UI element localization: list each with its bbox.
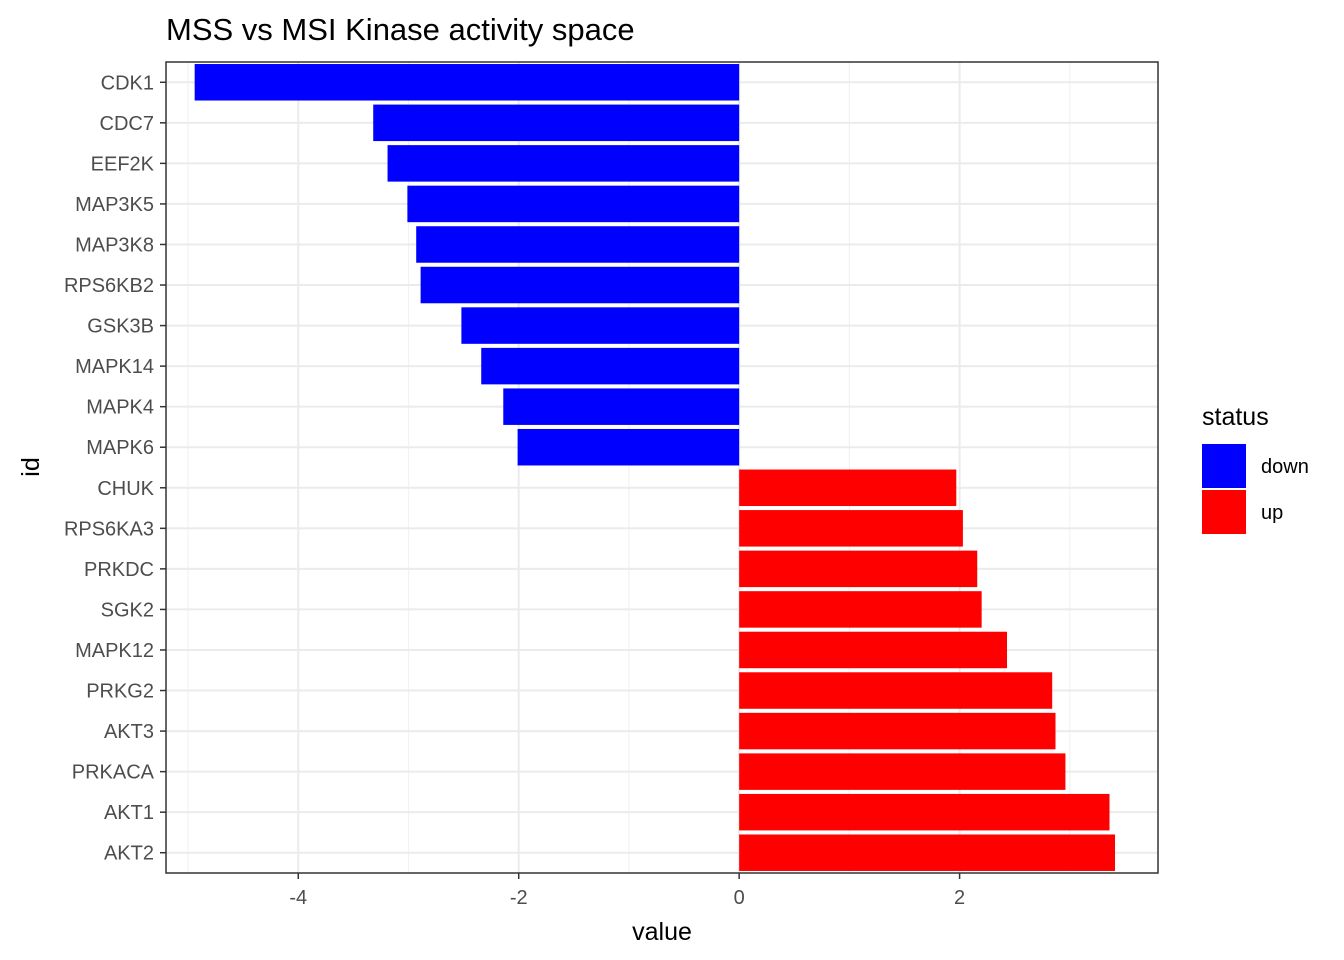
y-tick-label: AKT2 <box>104 843 154 865</box>
bar-prkg2 <box>739 672 1053 709</box>
bar-mapk12 <box>739 631 1007 669</box>
y-tick-label: RPS6KA3 <box>64 518 154 540</box>
y-tick-label: MAPK14 <box>75 356 154 378</box>
bar-map3k8 <box>416 226 740 263</box>
y-tick-label: CDC7 <box>100 113 154 135</box>
bar-prkdc <box>739 550 978 588</box>
legend-label-up: up <box>1261 502 1283 524</box>
plot-panel <box>166 62 1158 873</box>
bar-akt2 <box>739 834 1116 871</box>
x-tick-label: -4 <box>289 887 307 909</box>
bar-chuk <box>739 469 957 507</box>
bar-mapk4 <box>503 388 740 425</box>
y-tick-label: PRKACA <box>72 762 155 784</box>
x-tick-label: 0 <box>734 887 745 909</box>
chart-title: MSS vs MSI Kinase activity space <box>166 12 635 47</box>
y-tick-label: PRKDC <box>84 559 154 581</box>
y-tick-label: RPS6KB2 <box>64 275 154 297</box>
legend-key-up <box>1202 490 1246 534</box>
plot-border <box>165 61 1159 874</box>
bar-eef2k <box>387 145 740 182</box>
x-tick-label: 2 <box>954 887 965 909</box>
legend-title: status <box>1202 403 1269 431</box>
legend-key-down <box>1202 444 1246 488</box>
y-tick-label: GSK3B <box>87 316 154 338</box>
y-tick-label: SGK2 <box>101 599 154 621</box>
y-tick-label: PRKG2 <box>86 681 154 703</box>
y-tick-label: MAPK12 <box>75 640 154 662</box>
y-tick-label: MAPK4 <box>86 397 154 419</box>
bar-akt1 <box>739 793 1110 831</box>
legend-label-down: down <box>1261 456 1309 478</box>
bar-rps6kb2 <box>420 266 740 304</box>
bar-cdc7 <box>373 104 740 142</box>
bar-sgk2 <box>739 591 982 628</box>
y-tick-label: MAP3K5 <box>75 194 154 216</box>
x-tick-label: -2 <box>510 887 528 909</box>
bar-mapk6 <box>517 428 740 466</box>
y-tick-label: MAP3K8 <box>75 234 154 256</box>
bar-rps6ka3 <box>739 510 963 547</box>
x-axis-title: value <box>632 918 692 946</box>
y-axis-title: id <box>17 457 45 476</box>
bar-cdk1 <box>194 64 740 101</box>
bar-mapk14 <box>481 347 740 385</box>
bar-gsk3b <box>461 307 740 344</box>
y-tick-label: AKT3 <box>104 721 154 743</box>
bar-prkaca <box>739 753 1066 790</box>
y-tick-label: AKT1 <box>104 802 154 824</box>
y-tick-label: CHUK <box>97 478 154 500</box>
y-tick-label: CDK1 <box>101 72 154 94</box>
y-tick-label: EEF2K <box>91 153 155 175</box>
y-tick-label: MAPK6 <box>86 437 154 459</box>
bar-akt3 <box>739 712 1056 750</box>
bar-map3k5 <box>407 185 740 223</box>
